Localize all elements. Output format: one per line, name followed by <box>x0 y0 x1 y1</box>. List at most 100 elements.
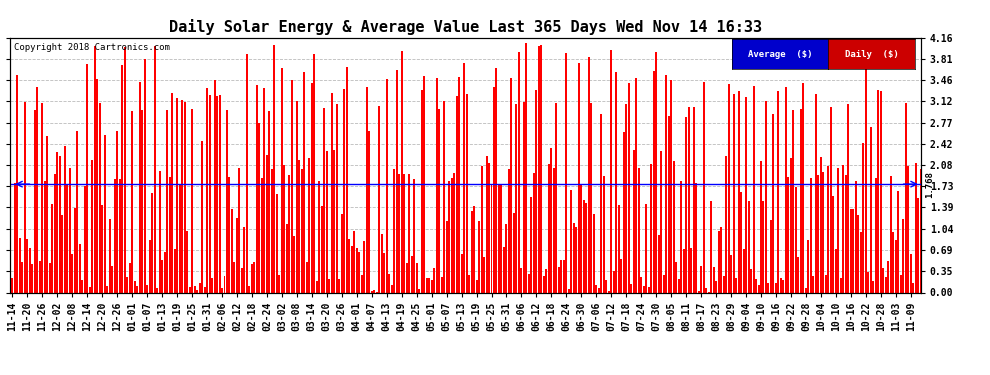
Bar <box>34 110 36 292</box>
Bar <box>81 280 83 292</box>
Bar <box>518 52 520 292</box>
Bar <box>718 231 720 292</box>
Bar <box>206 88 208 292</box>
Bar <box>688 107 690 292</box>
Bar <box>271 169 273 292</box>
Bar <box>870 127 872 292</box>
Bar <box>608 291 610 292</box>
Bar <box>158 171 160 292</box>
Bar <box>613 272 615 292</box>
Bar <box>626 104 628 292</box>
Bar <box>558 267 560 292</box>
Bar <box>183 102 185 292</box>
Bar <box>383 253 385 292</box>
Bar <box>516 104 518 292</box>
Bar <box>142 110 144 292</box>
Bar <box>838 168 840 292</box>
Bar <box>186 231 188 292</box>
Bar <box>58 156 60 292</box>
Bar <box>401 51 403 292</box>
Bar <box>777 91 779 292</box>
Bar <box>378 106 380 292</box>
Bar <box>211 278 213 292</box>
Bar <box>403 174 405 292</box>
Bar <box>730 255 732 292</box>
Bar <box>448 182 450 292</box>
Bar <box>336 104 338 292</box>
Bar <box>523 102 525 292</box>
Bar <box>151 193 153 292</box>
Bar <box>501 184 503 292</box>
Text: Copyright 2018 Cartronics.com: Copyright 2018 Cartronics.com <box>15 43 170 52</box>
Bar <box>37 87 39 292</box>
Bar <box>311 83 313 292</box>
Bar <box>662 275 664 292</box>
Bar <box>204 286 206 292</box>
Bar <box>244 227 246 292</box>
Bar <box>815 94 817 292</box>
Title: Daily Solar Energy & Average Value Last 365 Days Wed Nov 14 16:33: Daily Solar Energy & Average Value Last … <box>168 19 762 35</box>
Bar <box>306 262 308 292</box>
Bar <box>892 232 894 292</box>
Bar <box>319 181 321 292</box>
Bar <box>867 272 869 292</box>
Bar <box>770 220 772 292</box>
Bar <box>792 110 794 292</box>
Bar <box>533 173 535 292</box>
Bar <box>181 100 183 292</box>
Bar <box>595 285 597 292</box>
Bar <box>346 67 347 292</box>
Bar <box>521 268 523 292</box>
Bar <box>900 274 902 292</box>
Bar <box>583 200 585 292</box>
Bar <box>880 91 882 292</box>
Bar <box>63 146 65 292</box>
Bar <box>465 94 467 292</box>
Bar <box>573 223 575 292</box>
Bar <box>578 63 580 292</box>
Bar <box>623 132 625 292</box>
Bar <box>547 164 549 292</box>
Bar <box>895 240 897 292</box>
Bar <box>129 263 131 292</box>
Bar <box>236 218 238 292</box>
Bar <box>76 131 78 292</box>
Bar <box>214 80 216 292</box>
Bar <box>543 276 545 292</box>
Bar <box>852 209 854 292</box>
Bar <box>877 90 879 292</box>
Bar <box>840 278 842 292</box>
Bar <box>905 102 907 292</box>
Bar <box>191 109 193 292</box>
Bar <box>428 278 430 292</box>
Bar <box>258 123 260 292</box>
Bar <box>902 219 904 292</box>
Bar <box>757 285 759 292</box>
Bar <box>256 86 258 292</box>
Bar <box>316 281 318 292</box>
Bar <box>358 252 360 292</box>
Bar <box>19 238 21 292</box>
Bar <box>261 178 263 292</box>
Bar <box>66 184 68 292</box>
Bar <box>897 191 899 292</box>
Bar <box>560 260 562 292</box>
Bar <box>418 289 420 292</box>
Bar <box>715 280 717 292</box>
Bar <box>698 291 700 292</box>
Bar <box>742 249 744 292</box>
Bar <box>872 281 874 292</box>
Bar <box>126 277 128 292</box>
Bar <box>667 116 669 292</box>
Bar <box>216 96 218 292</box>
Bar <box>552 168 554 292</box>
Bar <box>308 158 310 292</box>
Bar <box>615 72 618 292</box>
Bar <box>859 232 862 292</box>
Bar <box>772 114 774 292</box>
Bar <box>750 269 752 292</box>
Bar <box>139 82 141 292</box>
Bar <box>296 101 298 292</box>
Bar <box>231 209 233 292</box>
Bar <box>178 184 180 292</box>
